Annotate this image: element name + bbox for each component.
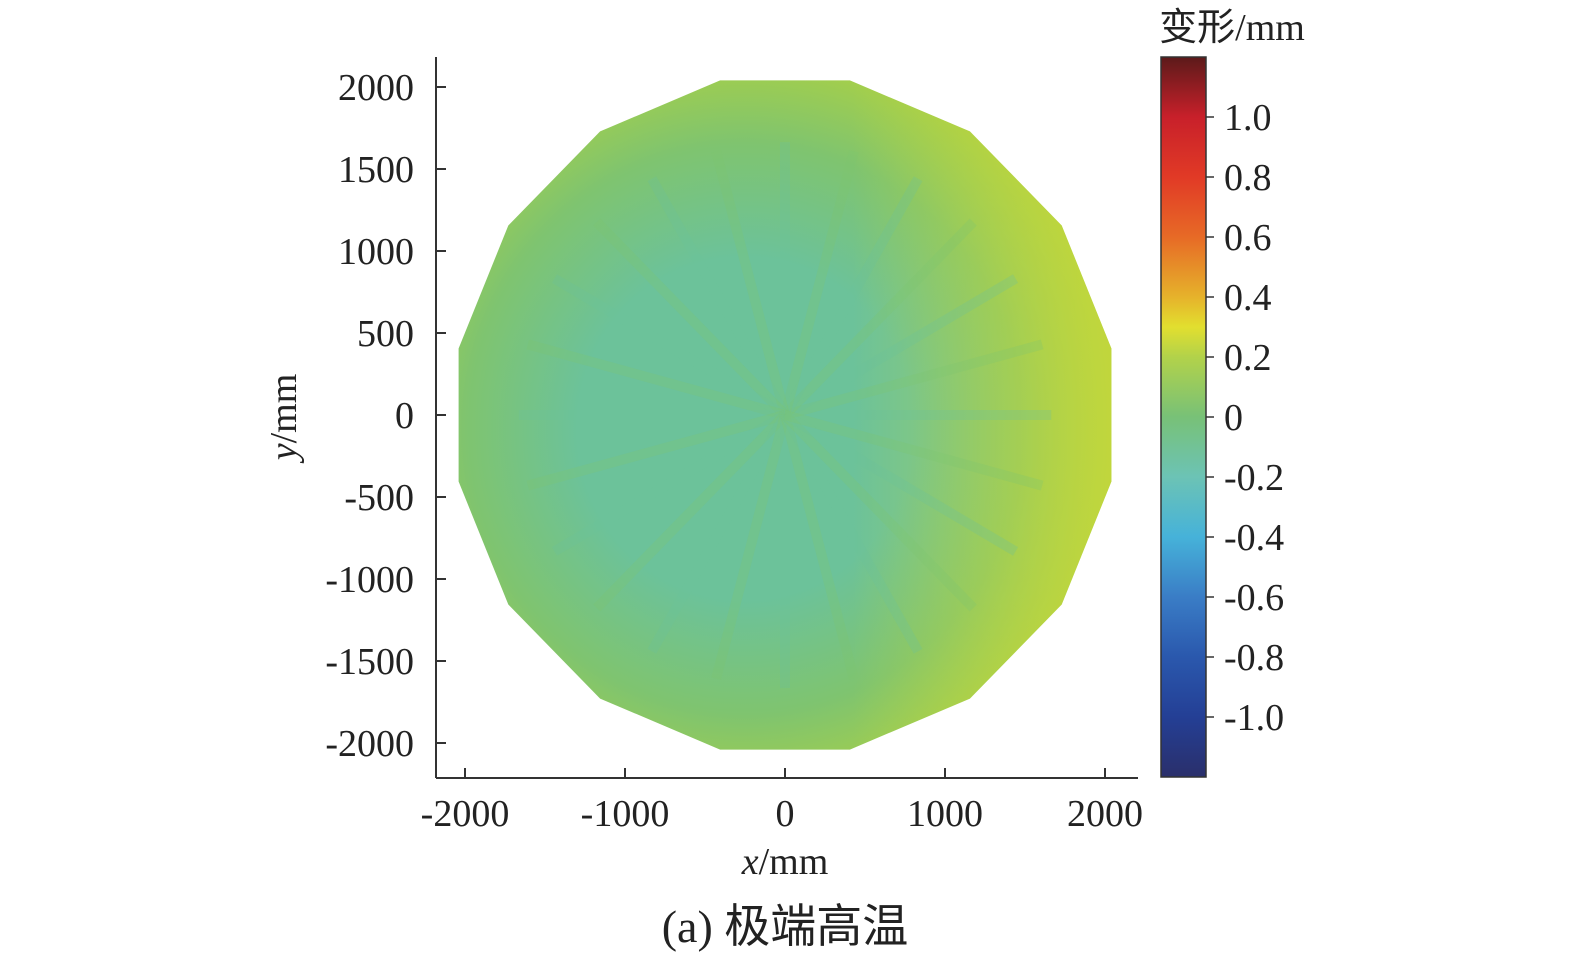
colorbar-tick-label: 0.2 bbox=[1224, 337, 1272, 379]
field-streak bbox=[782, 274, 1019, 420]
y-tick-label: -500 bbox=[344, 477, 414, 519]
y-tick-label: 2000 bbox=[338, 67, 414, 109]
colorbar-title: 变形/mm bbox=[1159, 7, 1305, 49]
colorbar-tick-label: -0.6 bbox=[1224, 577, 1284, 619]
colorbar: 变形/mm 1.0 0.8 0.6 0.4 0.2 0 -0.2 -0.4 -0.6 -0.8 -1… bbox=[1159, 7, 1305, 778]
field-streak bbox=[782, 410, 1019, 556]
colorbar-tick-label: -0.4 bbox=[1224, 517, 1284, 559]
colorbar-tick-label: -1.0 bbox=[1224, 697, 1284, 739]
field-streak bbox=[551, 274, 788, 420]
deformation-field-fill bbox=[458, 80, 1112, 750]
field-streak bbox=[647, 176, 790, 418]
field-streak bbox=[783, 339, 1044, 420]
y-tick-label: 1000 bbox=[338, 231, 414, 273]
plot-axes: -2000 -1000 0 1000 2000 2000 1500 1000 500 0 -500… bbox=[325, 57, 1143, 835]
colorbar-tick-label: 0 bbox=[1224, 397, 1243, 439]
field-streak bbox=[780, 413, 859, 680]
colorbar-tick-label: -0.8 bbox=[1224, 637, 1284, 679]
x-tick-label: -2000 bbox=[421, 793, 510, 835]
field-streak bbox=[780, 150, 859, 417]
y-tick-label: -1500 bbox=[325, 641, 414, 683]
field-streak bbox=[783, 410, 1044, 491]
field-streak bbox=[526, 339, 787, 420]
field-streak bbox=[593, 218, 789, 419]
colorbar-gradient bbox=[1160, 56, 1207, 778]
colorbar-tick-label: 0.4 bbox=[1224, 277, 1272, 319]
x-tick-label: 1000 bbox=[907, 793, 983, 835]
colorbar-tick-label: 1.0 bbox=[1224, 97, 1272, 139]
colorbar-tick-label: 0.6 bbox=[1224, 217, 1272, 259]
field-streak bbox=[780, 176, 923, 418]
field-streak bbox=[711, 413, 790, 680]
x-axis-ticks: -2000 -1000 0 1000 2000 bbox=[421, 768, 1143, 835]
x-tick-label: -1000 bbox=[581, 793, 670, 835]
colorbar-tick-label: 0.8 bbox=[1224, 157, 1272, 199]
colorbar-ticks: 1.0 0.8 0.6 0.4 0.2 0 -0.2 -0.4 -0.6 -0.8 -1.0 bbox=[1206, 97, 1284, 739]
field-streak bbox=[781, 411, 977, 612]
y-axis-ticks: 2000 1500 1000 500 0 -500 -1000 -1500 -2000 bbox=[325, 67, 446, 765]
y-tick-label: -2000 bbox=[325, 723, 414, 765]
colorbar-tick-label: -0.2 bbox=[1224, 457, 1284, 499]
field-streak bbox=[647, 412, 790, 654]
field-right-rim bbox=[458, 80, 1112, 750]
x-axis-label: x/mm bbox=[741, 841, 829, 883]
y-tick-label: 0 bbox=[395, 395, 414, 437]
x-tick-label: 2000 bbox=[1067, 793, 1143, 835]
field-streak bbox=[593, 411, 789, 612]
field-streak bbox=[781, 218, 977, 419]
figure-caption: (a) 极端高温 bbox=[662, 901, 909, 952]
deformation-field bbox=[458, 80, 1112, 750]
x-tick-label: 0 bbox=[776, 793, 795, 835]
y-tick-label: 500 bbox=[357, 313, 414, 355]
field-streak bbox=[711, 150, 790, 417]
field-streak bbox=[526, 410, 787, 491]
field-streak bbox=[551, 410, 788, 556]
y-tick-label: -1000 bbox=[325, 559, 414, 601]
y-tick-label: 1500 bbox=[338, 149, 414, 191]
field-streak bbox=[780, 412, 923, 654]
y-axis-label: y/mm bbox=[263, 374, 305, 465]
